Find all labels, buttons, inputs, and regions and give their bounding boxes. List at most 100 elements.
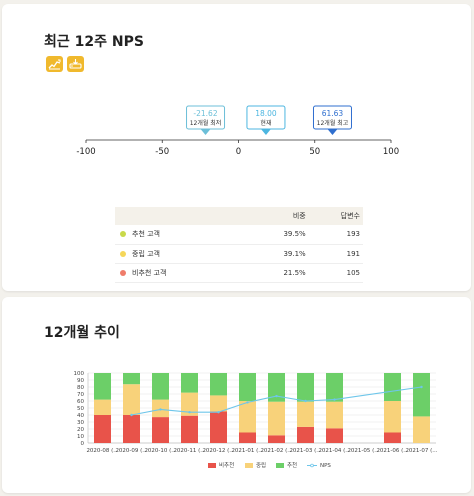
bar-segment bbox=[413, 373, 430, 417]
legend-swatch bbox=[245, 463, 253, 468]
nps-marker-label: 12개월 최고 bbox=[317, 119, 349, 127]
bar-segment bbox=[123, 384, 140, 415]
nps-point bbox=[420, 385, 423, 389]
bar-segment bbox=[210, 395, 227, 412]
y-tick-label: 40 bbox=[77, 413, 84, 419]
y-tick-label: 90 bbox=[77, 378, 84, 384]
segment-label: 추천 고객 bbox=[132, 230, 160, 239]
bar-segment bbox=[268, 435, 285, 443]
bar-segment bbox=[384, 401, 401, 433]
chart-bars bbox=[94, 373, 430, 443]
line-chart-icon[interactable] bbox=[46, 56, 63, 72]
segment-share-table: 비중 답변수 추천 고객 39.5% 193 중립 고객 39.1% 191 비… bbox=[115, 207, 363, 283]
bar-segment bbox=[123, 373, 140, 385]
nps-marker-pointer bbox=[200, 129, 211, 135]
trend-card-title: 12개월 추이 bbox=[44, 325, 120, 341]
nps-marker-label: 현재 bbox=[260, 119, 271, 127]
y-tick-label: 20 bbox=[77, 427, 84, 433]
trend-card: 12개월 추이 0 10 20 30 40 50 60 70 80 90 100 2020-08 (.… bbox=[2, 297, 471, 493]
nps-point bbox=[130, 413, 133, 417]
nps-point bbox=[275, 394, 278, 398]
x-tick-label: 2020-12 (... bbox=[202, 448, 234, 454]
bar-segment bbox=[152, 417, 169, 443]
nps-marker-value: 18.00 bbox=[255, 109, 277, 118]
share-value: 21.5% bbox=[247, 263, 309, 283]
legend-swatch bbox=[208, 463, 216, 468]
nps-card: 최근 12주 NPS -100 -50 0 50 100 -21.62 12개월 최저 18… bbox=[2, 4, 471, 291]
x-tick-label: 2021-01 (... bbox=[231, 448, 263, 454]
nps-point bbox=[333, 398, 336, 401]
promoter-dot bbox=[120, 231, 126, 238]
scale-tick-label: 0 bbox=[236, 147, 241, 157]
bar-segment bbox=[297, 373, 314, 402]
nps-marker-pointer bbox=[260, 129, 271, 135]
y-tick-label: 80 bbox=[77, 385, 84, 391]
bar-segment bbox=[94, 373, 111, 400]
x-tick-label: 2021-06 (... bbox=[376, 448, 408, 454]
count-value: 193 bbox=[308, 225, 363, 245]
bar-segment bbox=[181, 392, 198, 416]
count-value: 191 bbox=[308, 244, 363, 264]
x-tick-label: 2021-04 (... bbox=[318, 448, 350, 454]
nps-point bbox=[304, 399, 307, 403]
segment-label: 비추천 고객 bbox=[132, 268, 167, 277]
scale-tick-label: 100 bbox=[383, 147, 399, 157]
bar-segment bbox=[326, 373, 343, 402]
chart-grid bbox=[88, 372, 436, 444]
scale-tick-label: -50 bbox=[155, 147, 169, 157]
y-tick-label: 0 bbox=[81, 441, 85, 447]
nps-point bbox=[159, 408, 162, 411]
table-row: 비추천 고객 21.5% 105 bbox=[115, 263, 363, 283]
chart-legend: 비추천 중립 추천 NPS bbox=[208, 461, 331, 469]
bar-segment bbox=[268, 401, 285, 436]
bar-segment bbox=[297, 401, 314, 427]
nps-marker-value: -21.62 bbox=[193, 109, 217, 118]
table-header-segment bbox=[115, 207, 248, 225]
bar-segment bbox=[326, 428, 343, 443]
bar-segment bbox=[123, 415, 140, 443]
nps-point bbox=[188, 411, 191, 414]
bar-segment bbox=[152, 373, 169, 400]
x-tick-label: 2021-02 (... bbox=[260, 448, 292, 454]
passive-dot bbox=[120, 250, 126, 257]
y-tick-label: 70 bbox=[77, 392, 84, 398]
nps-scale-ticks: -100 -50 0 50 100 bbox=[76, 140, 399, 157]
nps-point bbox=[217, 411, 220, 414]
share-value: 39.5% bbox=[247, 225, 309, 245]
bar-segment bbox=[239, 432, 256, 443]
share-value: 39.1% bbox=[247, 244, 309, 264]
scale-tick-label: 50 bbox=[309, 147, 320, 157]
nps-marker-pointer bbox=[327, 129, 338, 135]
x-tick-label: 2020-10 (... bbox=[144, 448, 176, 454]
detractor-dot bbox=[120, 269, 126, 276]
x-tick-label: 2020-11 (... bbox=[173, 448, 205, 454]
nps-marker-value: 61.63 bbox=[322, 109, 344, 118]
bar-segment bbox=[94, 415, 111, 443]
bar-segment bbox=[384, 373, 401, 401]
bar-segment bbox=[94, 399, 111, 415]
table-header-share: 비중 bbox=[247, 207, 309, 225]
legend-label: 비추천 bbox=[219, 461, 234, 469]
bar-segment bbox=[413, 416, 430, 443]
x-tick-label: 2021-03 (... bbox=[289, 448, 321, 454]
y-tick-label: 10 bbox=[77, 434, 84, 440]
y-tick-label: 30 bbox=[77, 420, 84, 426]
scale-tick-label: -100 bbox=[76, 147, 95, 157]
y-tick-label: 100 bbox=[74, 371, 85, 377]
nps-line bbox=[130, 385, 423, 417]
y-tick-label: 50 bbox=[77, 406, 84, 412]
nps-marker-label: 12개월 최저 bbox=[190, 119, 222, 127]
y-tick-label: 60 bbox=[77, 399, 84, 405]
bar-segment bbox=[268, 373, 285, 402]
bar-segment bbox=[210, 411, 227, 443]
data-export-icon[interactable] bbox=[67, 56, 84, 72]
legend-line-dot bbox=[310, 463, 314, 468]
bar-segment bbox=[384, 432, 401, 443]
table-header-count: 답변수 bbox=[308, 207, 363, 225]
